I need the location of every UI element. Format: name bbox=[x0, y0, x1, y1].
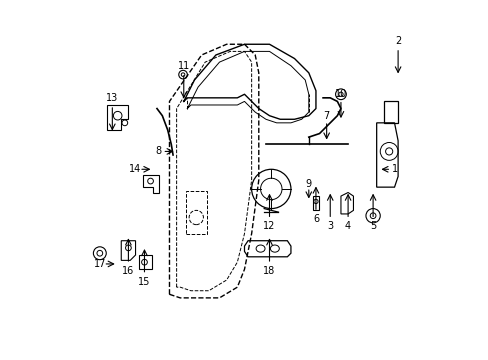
Text: 16: 16 bbox=[122, 266, 134, 276]
Text: 17: 17 bbox=[93, 259, 106, 269]
Text: 8: 8 bbox=[155, 147, 162, 157]
Text: 14: 14 bbox=[129, 164, 142, 174]
Text: 4: 4 bbox=[345, 221, 350, 231]
Text: 12: 12 bbox=[263, 221, 275, 231]
Text: 6: 6 bbox=[312, 214, 318, 224]
Text: 15: 15 bbox=[138, 277, 150, 287]
Text: 2: 2 bbox=[394, 36, 401, 46]
Text: 11: 11 bbox=[177, 61, 189, 71]
Text: 13: 13 bbox=[106, 93, 118, 103]
Text: 9: 9 bbox=[305, 179, 311, 189]
Text: 3: 3 bbox=[326, 221, 333, 231]
Bar bbox=[185, 191, 206, 234]
Text: 1: 1 bbox=[391, 164, 397, 174]
Text: 10: 10 bbox=[334, 89, 346, 99]
Text: 5: 5 bbox=[369, 221, 375, 231]
Text: 18: 18 bbox=[263, 266, 275, 276]
Text: 7: 7 bbox=[323, 111, 329, 121]
